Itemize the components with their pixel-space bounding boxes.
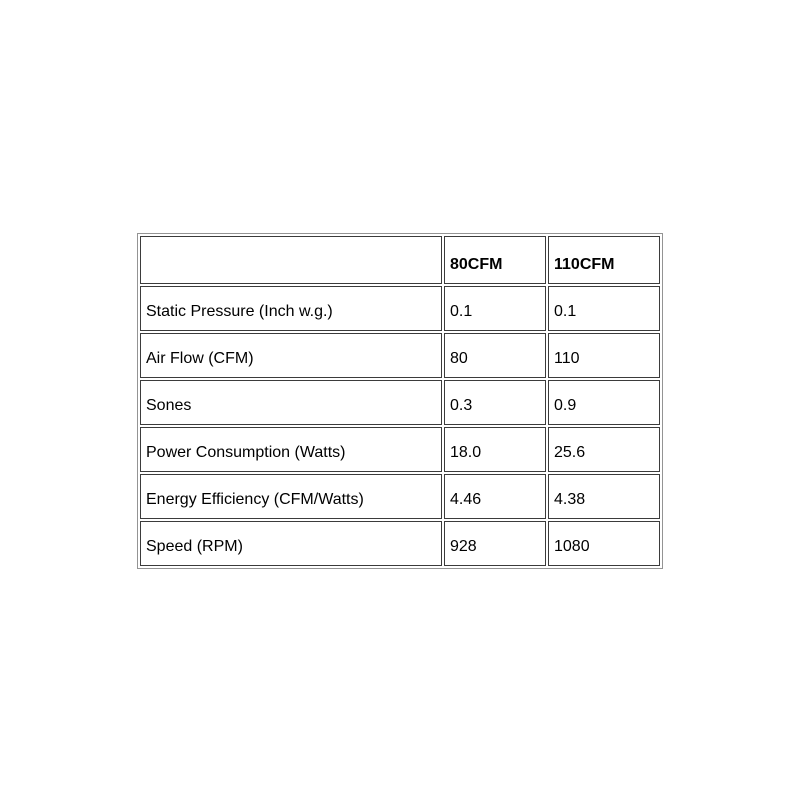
spec-value-cell: 928	[444, 521, 546, 566]
header-row: 80CFM 110CFM	[140, 236, 660, 284]
spec-label-cell: Static Pressure (Inch w.g.)	[140, 286, 442, 331]
table-row: Energy Efficiency (CFM/Watts) 4.46 4.38	[140, 474, 660, 519]
spec-table-body: Static Pressure (Inch w.g.) 0.1 0.1 Air Flo…	[140, 286, 660, 566]
fan-specs-table: 80CFM 110CFM Static Pressure (Inch w.g.)…	[137, 233, 663, 569]
table-row: Power Consumption (Watts) 18.0 25.6	[140, 427, 660, 472]
page-content: 80CFM 110CFM Static Pressure (Inch w.g.)…	[137, 233, 663, 569]
spec-value-cell: 110	[548, 333, 660, 378]
spec-value-cell: 18.0	[444, 427, 546, 472]
spec-value-cell: 1080	[548, 521, 660, 566]
spec-value-cell: 4.38	[548, 474, 660, 519]
spec-label-cell: Speed (RPM)	[140, 521, 442, 566]
table-row: Air Flow (CFM) 80 110	[140, 333, 660, 378]
header-cell-spec	[140, 236, 442, 284]
spec-value-cell: 0.3	[444, 380, 546, 425]
spec-label-cell: Power Consumption (Watts)	[140, 427, 442, 472]
spec-value-cell: 0.1	[444, 286, 546, 331]
header-cell-80cfm: 80CFM	[444, 236, 546, 284]
table-row: Static Pressure (Inch w.g.) 0.1 0.1	[140, 286, 660, 331]
header-cell-110cfm: 110CFM	[548, 236, 660, 284]
spec-value-cell: 0.1	[548, 286, 660, 331]
spec-label-cell: Air Flow (CFM)	[140, 333, 442, 378]
spec-label-cell: Sones	[140, 380, 442, 425]
spec-value-cell: 4.46	[444, 474, 546, 519]
table-row: Sones 0.3 0.9	[140, 380, 660, 425]
spec-value-cell: 0.9	[548, 380, 660, 425]
spec-label-cell: Energy Efficiency (CFM/Watts)	[140, 474, 442, 519]
spec-value-cell: 25.6	[548, 427, 660, 472]
spec-value-cell: 80	[444, 333, 546, 378]
table-row: Speed (RPM) 928 1080	[140, 521, 660, 566]
